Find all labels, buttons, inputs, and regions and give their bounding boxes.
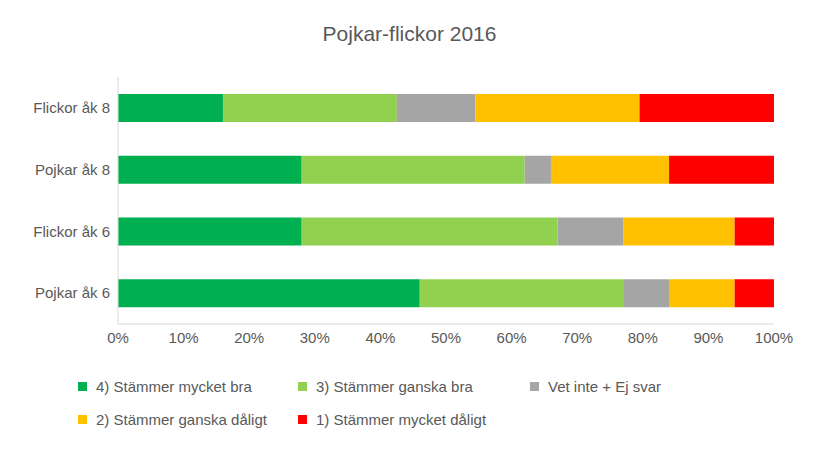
svg-text:10%: 10% bbox=[169, 329, 199, 346]
svg-text:50%: 50% bbox=[431, 329, 461, 346]
html-text:4) Stämmer mycket bra: 4) Stämmer mycket bra bbox=[96, 378, 252, 395]
svg-text:90%: 90% bbox=[693, 329, 723, 346]
svg-text:Pojkar åk 6: Pojkar åk 6 bbox=[35, 284, 110, 301]
html-text:Pojkar-flickor 2016: Pojkar-flickor 2016 bbox=[322, 22, 497, 45]
svg-text:40%: 40% bbox=[365, 329, 395, 346]
svg-text:Flickor åk 6: Flickor åk 6 bbox=[33, 223, 110, 240]
html-text:2) Stämmer ganska dåligt: 2) Stämmer ganska dåligt bbox=[96, 411, 267, 428]
svg-text:30%: 30% bbox=[300, 329, 330, 346]
svg-text:100%: 100% bbox=[755, 329, 793, 346]
svg-text:60%: 60% bbox=[497, 329, 527, 346]
svg-text:0%: 0% bbox=[107, 329, 129, 346]
svg-text:20%: 20% bbox=[234, 329, 264, 346]
html-text:1) Stämmer mycket dåligt: 1) Stämmer mycket dåligt bbox=[316, 411, 486, 428]
svg-text:80%: 80% bbox=[628, 329, 658, 346]
html-text:Vet inte + Ej svar: Vet inte + Ej svar bbox=[548, 378, 661, 395]
svg-text:Flickor åk 8: Flickor åk 8 bbox=[33, 99, 110, 116]
html-text:3) Stämmer ganska bra: 3) Stämmer ganska bra bbox=[316, 378, 473, 395]
svg-text:70%: 70% bbox=[562, 329, 592, 346]
svg-text:Pojkar åk 8: Pojkar åk 8 bbox=[35, 161, 110, 178]
